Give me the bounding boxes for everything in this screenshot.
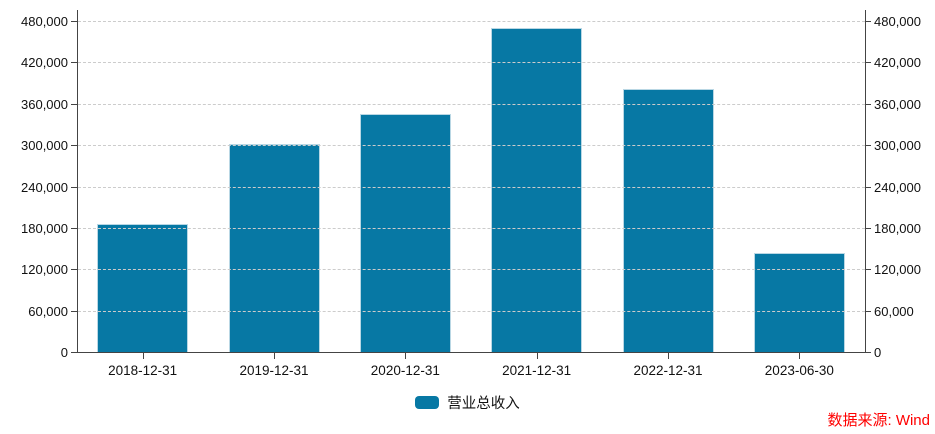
- bar-2019-12-31[interactable]: [228, 143, 320, 352]
- y-axis-right-line: [865, 10, 866, 352]
- y-axis-tick: [865, 227, 871, 229]
- bar-2018-12-31[interactable]: [97, 224, 189, 352]
- y-axis-label-right: 120,000: [874, 262, 921, 278]
- y-axis-label-left: 420,000: [21, 55, 68, 71]
- gridline: [78, 145, 865, 147]
- y-axis-label-left: 0: [60, 345, 68, 360]
- y-axis-tick: [865, 21, 871, 22]
- bar-2020-12-31[interactable]: [359, 114, 451, 352]
- y-axis-label-left: 120,000: [21, 262, 68, 278]
- y-axis-tick: [71, 310, 77, 312]
- y-axis-label-left: 180,000: [21, 220, 68, 236]
- x-axis-label: 2020-12-31: [370, 363, 440, 378]
- gridline: [78, 310, 865, 312]
- y-axis-tick: [71, 21, 77, 22]
- x-axis-tick: [405, 353, 407, 359]
- y-axis-tick: [71, 269, 77, 271]
- x-axis-tick: [799, 353, 801, 359]
- y-axis-tick: [71, 103, 77, 105]
- gridline: [78, 269, 865, 271]
- y-axis-tick: [71, 186, 77, 188]
- x-axis-label: 2022-12-31: [633, 363, 703, 378]
- gridline: [78, 62, 865, 64]
- y-axis-tick: [865, 352, 871, 353]
- gridline: [78, 227, 865, 229]
- y-axis-label-right: 60,000: [874, 303, 914, 319]
- data-source-label: 数据来源: Wind: [827, 412, 930, 429]
- y-axis-tick: [865, 145, 871, 147]
- y-axis-label-right: 0: [874, 345, 882, 360]
- gridline: [78, 186, 865, 188]
- y-axis-tick: [865, 186, 871, 188]
- y-axis-label-right: 480,000: [874, 14, 921, 29]
- legend-swatch: [415, 395, 440, 409]
- legend[interactable]: 营业总收入: [0, 392, 935, 412]
- y-axis-label-right: 360,000: [874, 96, 921, 112]
- y-axis-tick: [865, 62, 871, 64]
- x-axis-tick: [274, 353, 275, 359]
- x-axis-label: 2021-12-31: [502, 363, 572, 378]
- x-axis-label: 2023-06-30: [764, 363, 834, 378]
- y-axis-label-left: 480,000: [21, 14, 68, 29]
- gridline: [78, 103, 865, 105]
- y-axis-label-left: 360,000: [21, 96, 68, 112]
- y-axis-label-left: 300,000: [21, 138, 68, 154]
- y-axis-tick: [865, 269, 871, 271]
- y-axis-tick: [71, 352, 77, 353]
- y-axis-tick: [71, 227, 77, 229]
- y-axis-label-right: 300,000: [874, 138, 921, 154]
- x-axis-tick: [142, 353, 144, 359]
- y-axis-label-left: 60,000: [28, 303, 68, 319]
- x-axis-tick: [536, 353, 538, 359]
- x-axis-tick: [668, 353, 669, 359]
- y-axis-label-right: 420,000: [874, 55, 921, 71]
- x-axis-label: 2018-12-31: [108, 363, 178, 378]
- y-axis-tick: [71, 145, 77, 147]
- y-axis-tick: [865, 103, 871, 105]
- bar-2023-06-30[interactable]: [753, 253, 845, 352]
- bar-2022-12-31[interactable]: [622, 88, 714, 352]
- gridline: [78, 21, 865, 22]
- legend-label: 营业总收入: [447, 395, 520, 412]
- y-axis-label-right: 180,000: [874, 220, 921, 236]
- bar-2021-12-31[interactable]: [491, 27, 583, 352]
- y-axis-label-left: 240,000: [21, 179, 68, 195]
- x-axis-label: 2019-12-31: [239, 363, 309, 378]
- plot-area: [77, 21, 865, 352]
- y-axis-tick: [71, 62, 77, 64]
- x-axis-line: [77, 352, 866, 353]
- y-axis-label-right: 240,000: [874, 179, 921, 195]
- y-axis-left-line: [77, 10, 78, 352]
- y-axis-tick: [865, 310, 871, 312]
